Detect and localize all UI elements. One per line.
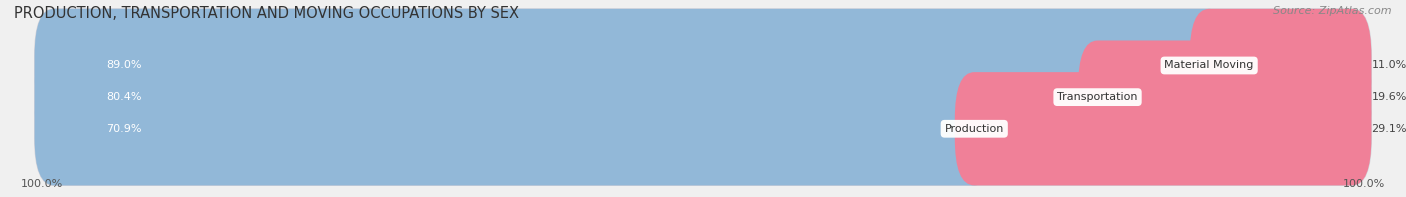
FancyBboxPatch shape [1078,41,1371,154]
Text: 100.0%: 100.0% [1343,179,1385,189]
FancyBboxPatch shape [35,72,994,185]
Text: 100.0%: 100.0% [21,179,63,189]
Text: 29.1%: 29.1% [1371,124,1406,134]
Text: PRODUCTION, TRANSPORTATION AND MOVING OCCUPATIONS BY SEX: PRODUCTION, TRANSPORTATION AND MOVING OC… [14,6,519,21]
Text: Material Moving: Material Moving [1164,60,1254,71]
FancyBboxPatch shape [35,9,1229,122]
Legend: Male, Female: Male, Female [630,194,776,197]
Text: 11.0%: 11.0% [1371,60,1406,71]
FancyBboxPatch shape [35,41,1116,154]
FancyBboxPatch shape [1189,9,1371,122]
Text: Source: ZipAtlas.com: Source: ZipAtlas.com [1274,6,1392,16]
FancyBboxPatch shape [35,41,1371,154]
Text: 19.6%: 19.6% [1371,92,1406,102]
FancyBboxPatch shape [35,72,1371,185]
FancyBboxPatch shape [35,9,1371,122]
FancyBboxPatch shape [955,72,1371,185]
Text: 80.4%: 80.4% [105,92,142,102]
Text: 89.0%: 89.0% [105,60,142,71]
Text: Transportation: Transportation [1057,92,1137,102]
Text: Production: Production [945,124,1004,134]
Text: 70.9%: 70.9% [105,124,142,134]
